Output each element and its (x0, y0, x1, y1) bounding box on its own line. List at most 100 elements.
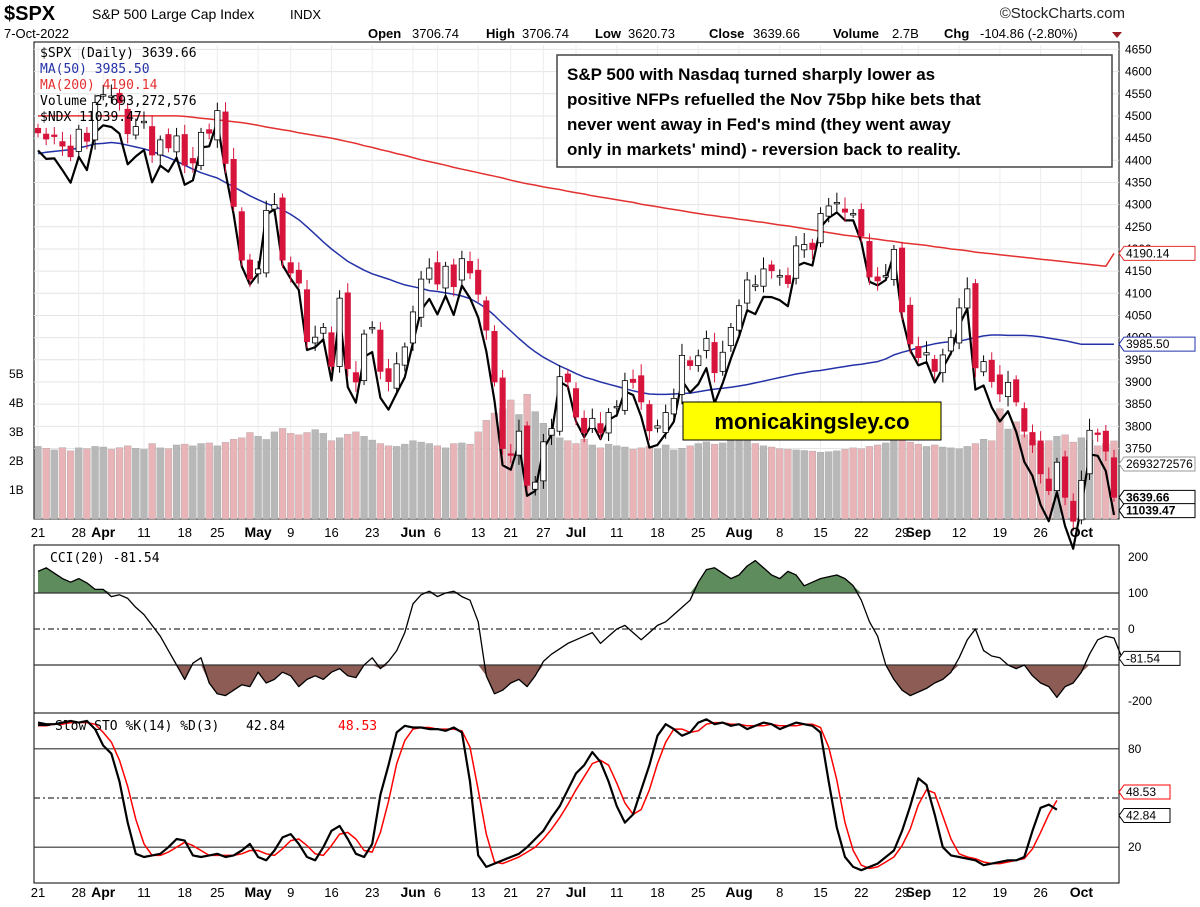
date-tick-label: 18 (177, 885, 191, 900)
candle-body (344, 292, 351, 370)
value-tag-text: 3639.66 (1126, 490, 1170, 504)
volume-label: Volume (833, 26, 879, 41)
date-tick-label: 21 (31, 885, 45, 900)
volume-bar (75, 447, 83, 520)
volume-bar (751, 443, 759, 520)
candle (1045, 467, 1052, 496)
volume-bar (727, 440, 735, 520)
candle-body (703, 338, 710, 351)
candle-body (817, 213, 824, 244)
volume-bar (181, 443, 189, 520)
candle-body (809, 242, 816, 250)
volume-bar (466, 443, 474, 520)
date-tick-label: 26 (1033, 885, 1047, 900)
candle (923, 341, 930, 362)
volume-bar (808, 450, 817, 520)
candle (605, 408, 612, 441)
candle-body (1013, 379, 1020, 403)
candle (915, 336, 922, 363)
candle (638, 364, 645, 410)
date-tick-label: 13 (471, 885, 485, 900)
candle-body (336, 297, 343, 367)
candle-body (206, 129, 213, 134)
volume-bar (254, 436, 262, 520)
candle (931, 354, 938, 380)
sto-title: Slow STO %K(14) %D(3) (55, 719, 219, 734)
volume-bar (670, 449, 678, 520)
volume-bar (637, 447, 645, 520)
candle-body (996, 374, 1003, 395)
date-tick-label: 23 (365, 885, 379, 900)
date-tick-label: 22 (854, 525, 868, 540)
candle (752, 275, 759, 292)
volume-bar (792, 449, 800, 520)
volume-bar (83, 448, 91, 520)
candle (59, 131, 66, 156)
volume-bar (865, 446, 874, 520)
volume-bar (849, 447, 857, 520)
volume-bar (939, 446, 947, 520)
candle (727, 323, 734, 352)
date-tick-label: 28 (72, 885, 86, 900)
date-tick-label: Jul (566, 524, 586, 540)
price-tick-label: 4400 (1125, 153, 1152, 167)
candle (197, 127, 205, 171)
candle (1078, 470, 1085, 525)
volume-tick-label: 2B (9, 454, 24, 468)
volume-bar (971, 443, 980, 520)
source-credit: ©StockCharts.com (1000, 5, 1125, 22)
candle (524, 421, 531, 490)
volume-bar (653, 448, 662, 520)
candle (825, 197, 832, 223)
volume-bar (384, 445, 393, 520)
candle-body (719, 351, 726, 372)
date-tick-label: 21 (504, 885, 518, 900)
price-tick-label: 4050 (1125, 308, 1152, 322)
date-tick-label: 15 (813, 885, 827, 900)
candle (295, 262, 302, 288)
volume-bar (947, 447, 955, 520)
date-tick-label: 27 (536, 885, 550, 900)
candle-body (1078, 480, 1085, 521)
sto-value-tag-text: 42.84 (1126, 808, 1156, 822)
candle (556, 365, 563, 436)
candle (695, 349, 702, 372)
legend-ma200: MA(200) 4190.14 (40, 78, 158, 93)
candle (287, 256, 294, 283)
candle-body (43, 133, 50, 140)
volume-bar (768, 446, 776, 520)
candle-body (630, 378, 637, 383)
candle (1110, 449, 1118, 502)
date-tick-label: 11 (137, 885, 151, 900)
candle-body (173, 135, 180, 153)
candle (613, 400, 620, 418)
value-tag-text: 11039.47 (1126, 504, 1176, 518)
candle (899, 241, 906, 320)
volume-bar (376, 443, 384, 520)
candle (996, 365, 1003, 402)
candle (189, 146, 196, 173)
candle-body (915, 346, 922, 358)
date-tick-label: 16 (324, 525, 338, 540)
volume-bar (303, 432, 311, 520)
date-tick-label: 11 (610, 525, 624, 540)
volume-bar (213, 445, 221, 520)
candle (988, 352, 995, 388)
volume-bar (604, 443, 613, 520)
candle-body (238, 211, 245, 261)
volume-bar (645, 446, 653, 520)
date-tick-label: May (244, 524, 271, 540)
candle (450, 258, 457, 297)
volume-bar (882, 442, 890, 520)
candle (393, 352, 400, 393)
volume-bar (99, 446, 107, 520)
date-tick-label: 25 (691, 525, 705, 540)
candle-body (83, 132, 90, 142)
candle-body (499, 377, 506, 449)
candle (271, 193, 278, 216)
sto-value-tag: 42.84 (1118, 807, 1171, 823)
price-tick-label: 4150 (1125, 264, 1152, 278)
candle-body (466, 260, 474, 274)
value-tag: 3639.66 (1118, 489, 1196, 505)
volume-bar (572, 443, 580, 520)
